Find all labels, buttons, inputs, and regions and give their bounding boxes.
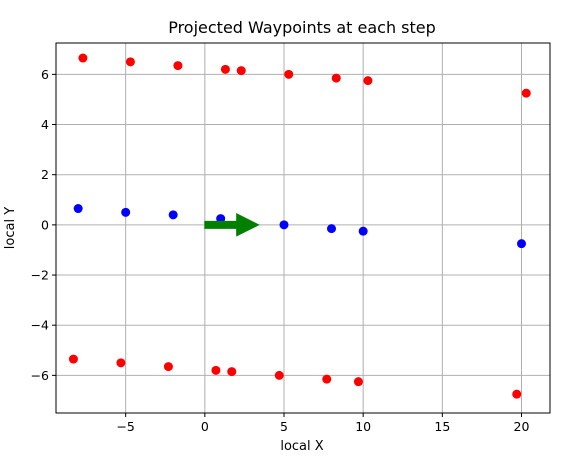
x-tick-label: 5 [280,419,288,434]
data-point [78,53,88,63]
x-tick-label: 0 [201,419,209,434]
data-point [68,354,78,364]
data-point [236,66,246,76]
data-point [512,389,522,399]
data-point [163,362,173,372]
y-tick-label: 0 [41,217,49,232]
data-point [331,73,341,83]
data-point [517,239,526,249]
y-tick-label: 2 [41,167,49,182]
y-axis-label: local Y [3,207,18,249]
data-point [125,57,135,67]
chart-title: Projected Waypoints at each step [168,18,436,37]
data-point [121,207,131,217]
x-axis-ticks: −5 0 5 10 15 20 [116,413,529,434]
data-point [116,358,126,368]
data-point [327,224,336,234]
data-point [274,370,284,380]
x-tick-label: −5 [116,419,134,434]
data-point [168,210,178,220]
x-tick-label: 10 [355,419,371,434]
data-point [358,226,368,236]
data-points [68,53,531,399]
data-point [322,374,332,384]
data-point [284,69,294,79]
heading-arrow [204,213,260,237]
data-point [216,214,226,224]
y-tick-label: −4 [31,318,49,333]
y-tick-label: −6 [31,368,49,383]
plot-frame [55,42,551,414]
x-tick-label: 15 [434,419,450,434]
heading-arrow-shape [204,213,260,237]
data-point [521,88,531,98]
data-point [173,61,183,71]
x-axis-label: local X [280,439,323,454]
data-point [363,76,373,86]
data-point [227,367,237,377]
data-point [73,204,83,214]
data-point [220,64,230,74]
grid-lines [56,43,550,413]
y-tick-label: 4 [41,117,49,132]
y-axis-ticks: −6 −4 −2 0 2 4 6 [31,67,56,383]
data-point [279,220,289,230]
y-tick-label: −2 [31,268,49,283]
x-tick-label: 20 [514,419,530,434]
data-point [211,365,221,375]
data-point [353,377,363,387]
y-tick-label: 6 [41,67,49,82]
